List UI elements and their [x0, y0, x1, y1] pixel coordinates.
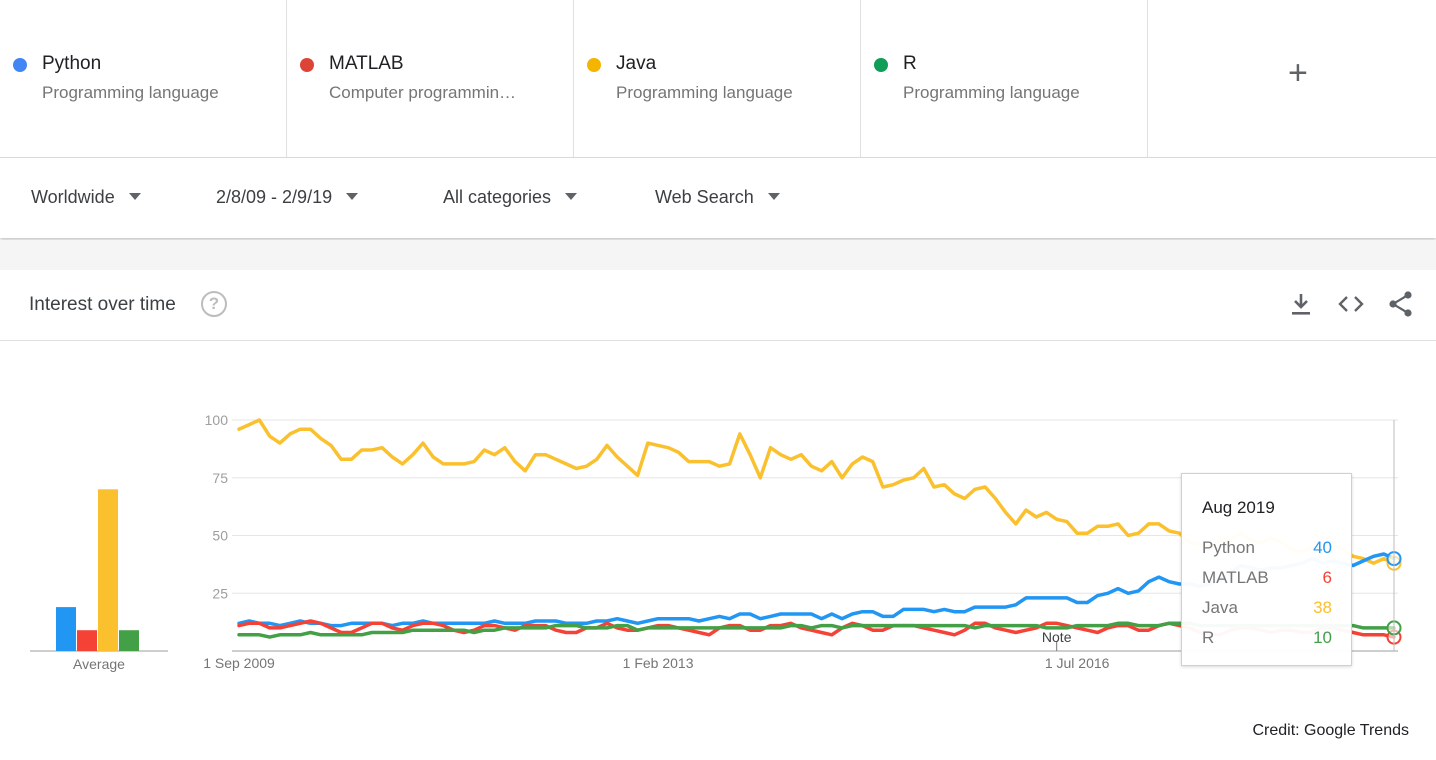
date-range-label: 2/8/09 - 2/9/19 [216, 187, 333, 207]
term-python[interactable]: Python Programming language [0, 0, 287, 157]
caret-down-icon [565, 192, 578, 200]
card-header: Interest over time ? [0, 270, 1436, 341]
tooltip-label: Java [1202, 598, 1238, 617]
share-icon[interactable] [1387, 290, 1415, 318]
average-bar-java [98, 489, 118, 651]
tooltip-label: R [1202, 628, 1215, 647]
tooltip-row-python: Python 40 [1202, 538, 1332, 558]
help-icon[interactable]: ? [201, 291, 227, 317]
color-dot [13, 58, 27, 72]
tooltip-value: 6 [1322, 568, 1332, 587]
embed-icon[interactable] [1337, 290, 1365, 318]
y-tick-label: 75 [212, 470, 228, 486]
term-subtitle: Programming language [42, 83, 219, 102]
color-dot [300, 58, 314, 72]
tooltip-date: Aug 2019 [1202, 498, 1275, 517]
region-dropdown[interactable]: Worldwide [31, 187, 141, 208]
term-name: MATLAB [329, 53, 404, 74]
section-divider [0, 240, 1436, 270]
color-dot [587, 58, 601, 72]
tooltip-label: MATLAB [1202, 568, 1269, 587]
filter-bar: Worldwide 2/8/09 - 2/9/19 All categories… [0, 158, 1436, 238]
term-name: Python [42, 53, 102, 74]
tooltip-row-matlab: MATLAB 6 [1202, 568, 1332, 588]
tooltip-value: 10 [1313, 628, 1332, 647]
term-name: R [903, 53, 917, 74]
tooltip-row-java: Java 38 [1202, 598, 1332, 618]
download-icon[interactable] [1287, 290, 1315, 318]
region-label: Worldwide [31, 187, 115, 207]
plus-icon: + [1288, 54, 1308, 92]
category-dropdown[interactable]: All categories [443, 187, 578, 208]
y-tick-label: 50 [212, 528, 228, 544]
search-type-label: Web Search [655, 187, 754, 207]
term-subtitle: Programming language [616, 83, 793, 102]
term-r[interactable]: R Programming language [861, 0, 1148, 157]
term-subtitle: Programming language [903, 83, 1080, 102]
x-tick-label: 1 Feb 2013 [623, 655, 694, 671]
date-range-dropdown[interactable]: 2/8/09 - 2/9/19 [216, 187, 359, 208]
term-subtitle: Computer programmin… [329, 83, 517, 102]
term-java[interactable]: Java Programming language [574, 0, 861, 157]
x-tick-label: 1 Jul 2016 [1045, 655, 1110, 671]
average-bar-matlab [77, 630, 97, 651]
tooltip-value: 40 [1313, 538, 1332, 557]
category-label: All categories [443, 187, 552, 207]
tooltip-label: Python [1202, 538, 1255, 557]
search-terms-bar: Python Programming language MATLAB Compu… [0, 0, 1436, 158]
caret-down-icon [767, 192, 780, 200]
note-label: Note [1042, 629, 1072, 645]
color-dot [874, 58, 888, 72]
tooltip-row-r: R 10 [1202, 628, 1332, 648]
average-label: Average [73, 656, 125, 672]
x-tick-label: 1 Sep 2009 [203, 655, 275, 671]
y-tick-label: 25 [212, 585, 228, 601]
caret-down-icon [128, 192, 141, 200]
add-term-button[interactable]: + [1148, 0, 1436, 157]
average-bar-python [56, 607, 76, 651]
term-name: Java [616, 53, 657, 74]
hover-tooltip: Aug 2019 Python 40 MATLAB 6 Java 38 R 10 [1181, 473, 1352, 666]
average-bar-r [119, 630, 139, 651]
card-title: Interest over time [29, 294, 176, 315]
y-tick-label: 100 [205, 412, 229, 428]
search-type-dropdown[interactable]: Web Search [655, 187, 780, 208]
term-matlab[interactable]: MATLAB Computer programmin… [287, 0, 574, 157]
caret-down-icon [346, 192, 359, 200]
credit-text: Credit: Google Trends [1252, 722, 1409, 739]
tooltip-value: 38 [1313, 598, 1332, 617]
